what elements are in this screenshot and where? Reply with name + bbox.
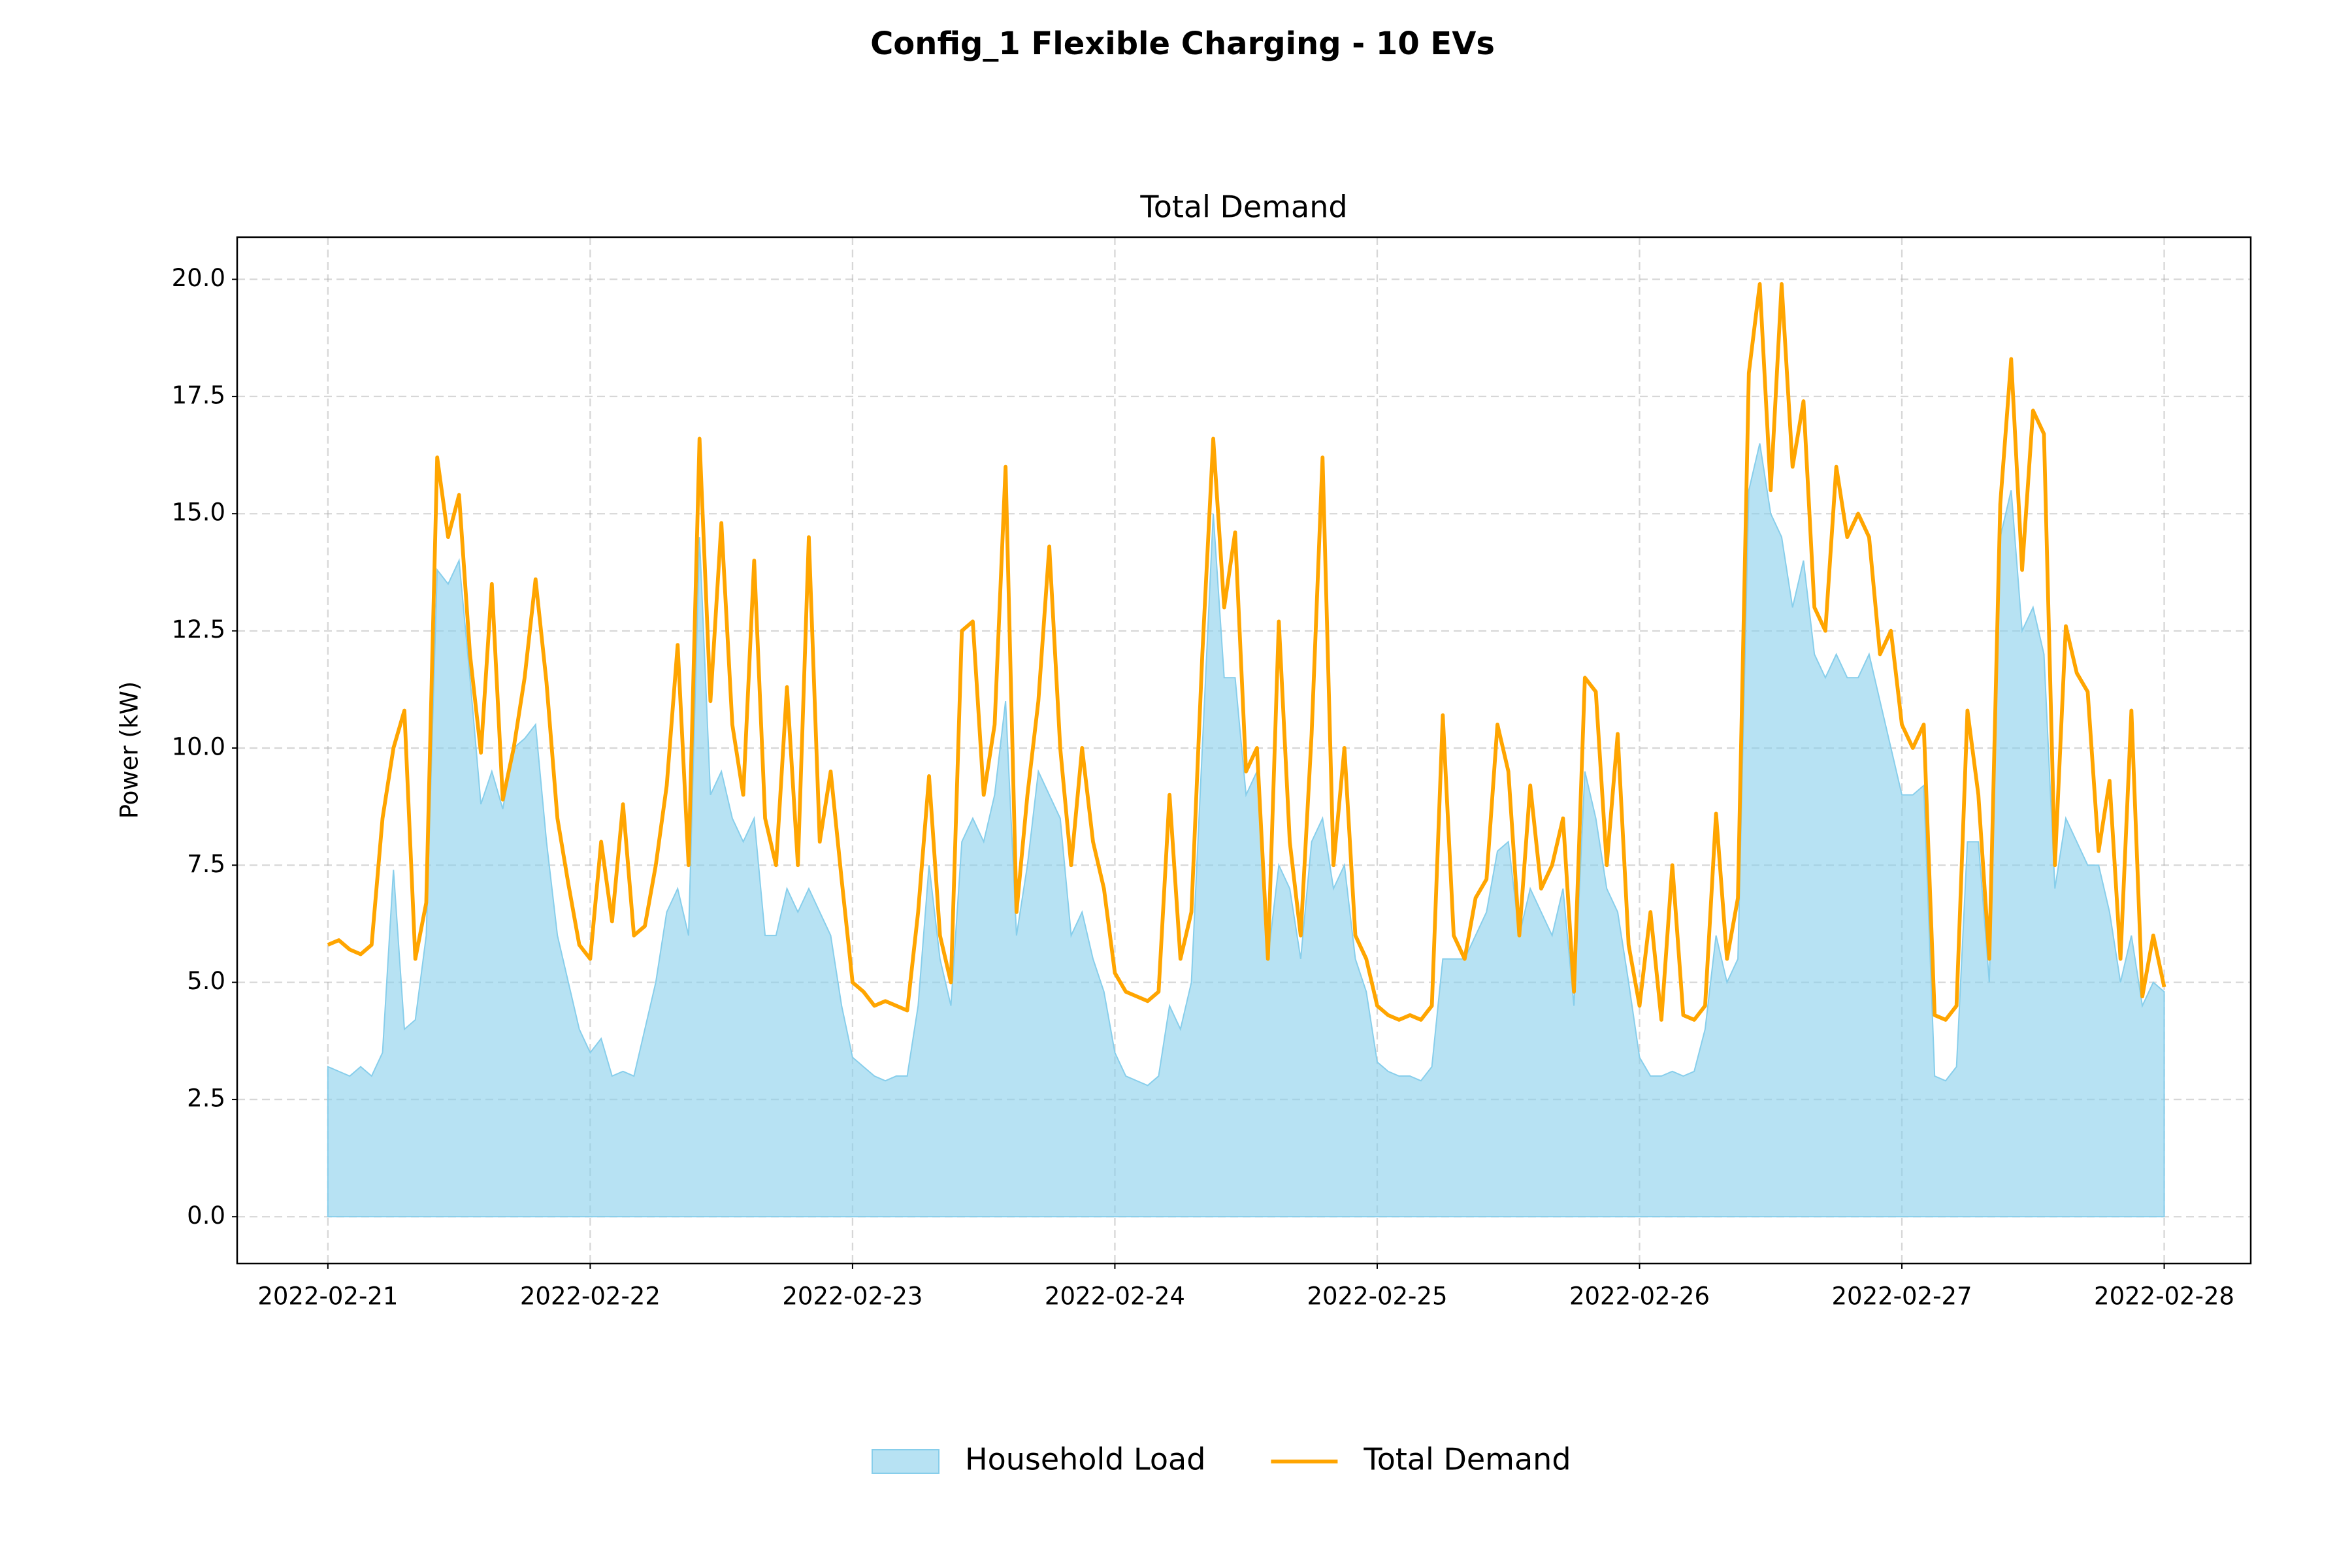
chart-title: Total Demand [1139, 189, 1347, 225]
y-tick-label: 5.0 [187, 967, 225, 995]
x-tick-label: 2022-02-27 [1832, 1282, 1972, 1311]
legend-label: Total Demand [1363, 1442, 1571, 1477]
y-axis-label: Power (kW) [116, 681, 144, 819]
y-tick-label: 12.5 [172, 615, 225, 644]
x-tick-label: 2022-02-23 [782, 1282, 923, 1311]
x-tick-label: 2022-02-25 [1307, 1282, 1447, 1311]
x-tick-label: 2022-02-21 [257, 1282, 398, 1311]
x-tick-label: 2022-02-26 [1569, 1282, 1710, 1311]
x-tick-label: 2022-02-22 [520, 1282, 661, 1311]
y-tick-label: 7.5 [187, 850, 225, 878]
y-tick-label: 10.0 [172, 732, 225, 760]
plot-frame [236, 236, 2252, 1265]
x-tick-label: 2022-02-24 [1045, 1282, 1185, 1311]
y-tick-label: 15.0 [172, 498, 225, 527]
y-tick-label: 0.0 [187, 1201, 225, 1230]
y-tick-label: 20.0 [172, 264, 225, 292]
x-tick-label: 2022-02-28 [2094, 1282, 2234, 1311]
chart-suptitle: Config_1 Flexible Charging - 10 EVs [870, 25, 1495, 62]
area [327, 443, 2165, 1218]
y-tick-label: 2.5 [187, 1084, 225, 1112]
legend-label: Household Load [965, 1442, 1205, 1477]
legend: Household Load Total Demand [872, 1442, 1571, 1477]
line [327, 282, 2166, 1022]
y-tick-label: 17.5 [172, 381, 225, 409]
legend-swatch [872, 1449, 939, 1474]
